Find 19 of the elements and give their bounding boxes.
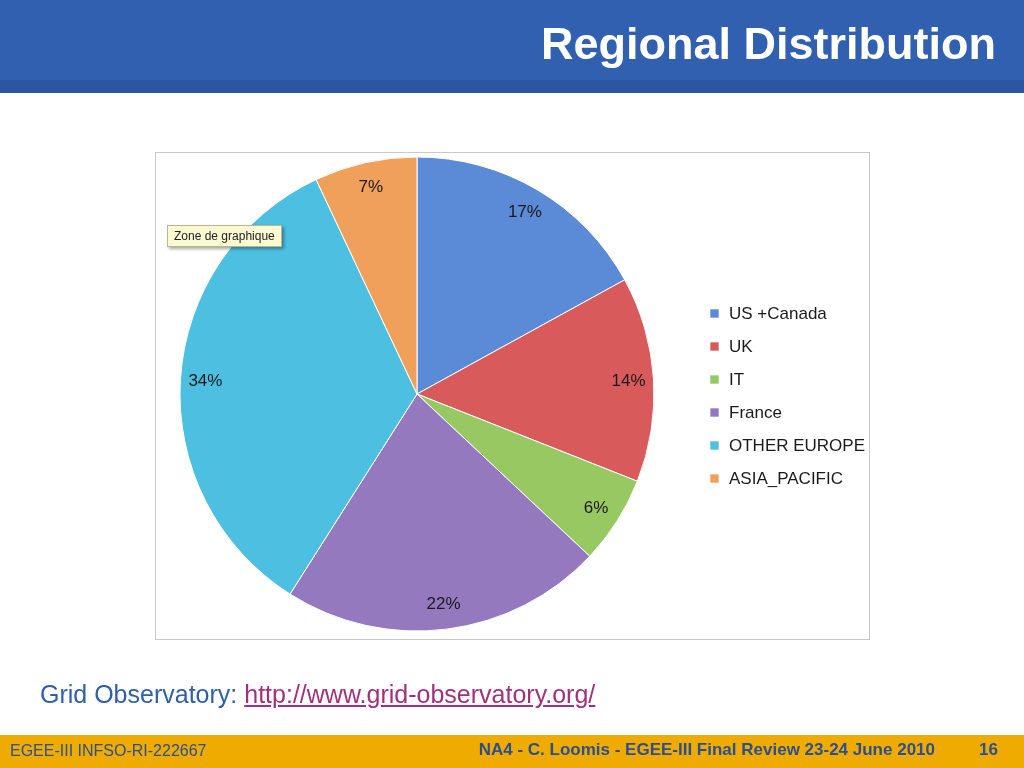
text: http://www.grid-observatory.org/ bbox=[244, 680, 596, 708]
data-label: 14% bbox=[611, 370, 646, 390]
data-label: 34% bbox=[188, 370, 223, 390]
text: EGEE-III INFSO-RI-222667 bbox=[10, 741, 207, 761]
legend-label: France bbox=[729, 402, 782, 422]
text: Grid Observatory: bbox=[40, 680, 238, 708]
legend-label: OTHER EUROPE bbox=[729, 435, 866, 455]
chart-title: Regional Distribution bbox=[541, 18, 996, 70]
data-label: 7% bbox=[358, 177, 384, 197]
data-label: 22% bbox=[426, 594, 461, 614]
data-label: 17% bbox=[507, 201, 542, 221]
text: NA4 - C. Loomis - EGEE-III Final Review 23-24 June 2010 bbox=[478, 740, 935, 760]
data-label: 6% bbox=[583, 497, 609, 517]
legend-label: US +Canada bbox=[729, 303, 828, 323]
text: 16 bbox=[979, 740, 998, 760]
legend-label: UK bbox=[729, 336, 754, 356]
text: Zone de graphique bbox=[167, 225, 282, 247]
legend-label: ASIA_PACIFIC bbox=[729, 468, 843, 488]
legend-label: IT bbox=[729, 369, 745, 389]
